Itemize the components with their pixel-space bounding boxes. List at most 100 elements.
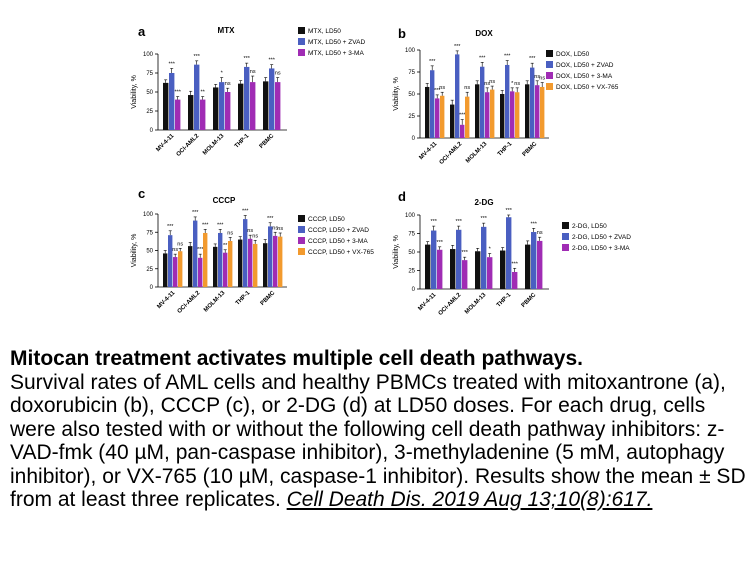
legend-label: DOX, LD50 + ZVAD: [556, 62, 614, 69]
legend-swatch: [298, 215, 305, 222]
x-tick-label: THP-1: [497, 141, 514, 158]
x-tick-label: PBMC: [259, 133, 276, 150]
y-tick-label: 50: [146, 249, 153, 255]
significance-label: ns: [172, 247, 178, 253]
legend-swatch: [562, 222, 569, 229]
bar-c-4-1: [268, 226, 273, 287]
bar-c-0-1: [168, 235, 173, 287]
legend-label: CCCP, LD50 + 3-MA: [308, 238, 368, 245]
x-tick-label: THP-1: [234, 133, 251, 150]
legend-swatch: [546, 72, 553, 79]
bar-b-2-2: [485, 92, 490, 138]
bar-d-3-1: [506, 217, 512, 289]
significance-label: ns: [272, 225, 278, 231]
bar-a-1-0: [188, 95, 194, 130]
significance-label: ***: [480, 216, 487, 222]
bar-c-2-0: [213, 246, 218, 287]
significance-label: *: [489, 246, 492, 252]
bar-d-2-0: [475, 251, 481, 289]
bar-a-2-1: [219, 82, 225, 130]
bar-d-3-2: [512, 271, 518, 289]
significance-label: ***: [434, 88, 441, 94]
significance-label: *: [221, 71, 224, 77]
bar-c-4-0: [263, 243, 268, 287]
bar-b-1-1: [455, 54, 460, 138]
legend-swatch: [546, 61, 553, 68]
bar-b-0-3: [440, 95, 445, 138]
y-tick-label: 0: [412, 136, 416, 142]
panel-label: a: [138, 24, 146, 39]
legend-swatch: [298, 226, 305, 233]
legend-label: MTX, LD50 + ZVAD: [308, 39, 365, 46]
legend-swatch: [562, 233, 569, 240]
significance-label: ns: [439, 85, 445, 91]
x-tick-label: OCI-AML2: [439, 141, 464, 166]
legend-swatch: [546, 50, 553, 57]
significance-label: ns: [514, 81, 520, 87]
legend-label: 2-DG, LD50 + 3-MA: [572, 245, 630, 252]
bar-d-4-1: [531, 232, 537, 289]
caption-body: Survival rates of AML cells and healthy …: [10, 370, 746, 512]
bar-c-1-2: [198, 257, 203, 287]
bar-b-0-2: [435, 98, 440, 138]
x-tick-label: MOLM-13: [203, 290, 227, 314]
bar-a-1-1: [194, 64, 200, 130]
y-axis-label: Viability, %: [131, 234, 138, 268]
bar-d-3-0: [500, 250, 506, 289]
significance-label: ***: [202, 222, 209, 228]
legend-swatch: [298, 237, 305, 244]
bar-a-3-1: [244, 66, 250, 130]
legend-swatch: [298, 38, 305, 45]
bar-c-1-1: [193, 220, 198, 287]
y-tick-label: 100: [143, 212, 154, 218]
significance-label: ***: [529, 56, 536, 62]
x-tick-label: MOLM-13: [464, 292, 488, 316]
y-tick-label: 100: [143, 52, 154, 58]
x-tick-label: MV-4-11: [417, 292, 438, 313]
x-tick-label: THP-1: [496, 292, 513, 309]
significance-label: ***: [505, 208, 512, 214]
chart-title: DOX: [475, 29, 493, 38]
bar-a-3-0: [238, 83, 244, 130]
bar-b-4-1: [530, 67, 535, 138]
significance-label: ***: [479, 55, 486, 61]
bar-a-4-0: [263, 81, 269, 130]
y-tick-label: 25: [408, 269, 415, 275]
significance-label: ns: [225, 81, 231, 87]
bar-c-3-0: [238, 239, 243, 287]
y-tick-label: 25: [408, 114, 415, 120]
legend-swatch: [298, 49, 305, 56]
significance-label: ***: [459, 113, 466, 119]
x-tick-label: OCI-AML2: [176, 133, 201, 158]
significance-label: ***: [197, 247, 204, 253]
bar-b-3-1: [505, 64, 510, 138]
y-tick-label: 0: [150, 128, 154, 134]
significance-label: **: [223, 243, 228, 249]
legend-swatch: [546, 83, 553, 90]
legend-label: MTX, LD50: [308, 28, 341, 35]
significance-label: ***: [267, 216, 274, 222]
significance-label: ***: [504, 54, 511, 60]
caption-citation[interactable]: Cell Death Dis. 2019 Aug 13;10(8):617.: [286, 488, 653, 511]
bar-c-2-3: [228, 241, 233, 287]
significance-label: **: [201, 90, 206, 96]
bar-b-2-1: [480, 66, 485, 138]
bar-d-4-0: [525, 244, 531, 289]
bar-c-3-2: [248, 238, 253, 287]
bar-c-3-1: [243, 219, 248, 287]
y-tick-label: 50: [408, 250, 415, 256]
y-axis-label: Viability, %: [393, 235, 400, 269]
bar-d-2-2: [487, 257, 493, 289]
significance-label: ***: [217, 222, 224, 228]
legend-label: DOX, LD50: [556, 51, 590, 58]
bar-b-3-2: [510, 91, 515, 138]
bar-b-1-2: [460, 124, 465, 138]
y-tick-label: 50: [146, 90, 153, 96]
x-tick-label: PBMC: [521, 292, 538, 309]
bar-d-0-0: [425, 244, 431, 289]
x-tick-label: OCI-AML2: [177, 290, 202, 315]
y-tick-label: 25: [146, 267, 153, 273]
bar-b-4-3: [540, 86, 545, 138]
